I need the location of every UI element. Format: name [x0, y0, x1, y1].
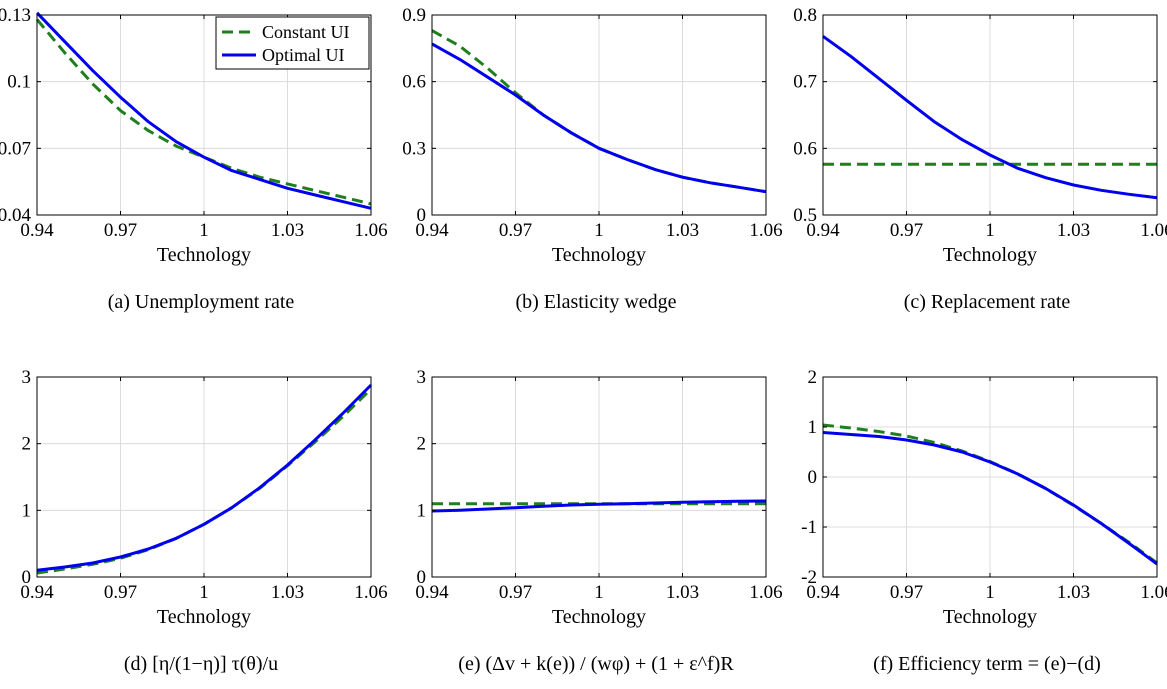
series-line-optimal-ui [431, 42, 767, 194]
panel-caption: (b) Elasticity wedge [515, 291, 676, 313]
x-tick-label: 1 [594, 220, 604, 241]
y-tick-label: 3 [22, 367, 32, 388]
x-tick-label: 0.94 [806, 582, 840, 603]
x-tick-label: 0.97 [499, 220, 532, 241]
x-tick-label: 0.94 [415, 220, 449, 241]
chart-panel-f: 0.94 0.97 1 1.03 1.06 -2 -1 0 1 2 Technology (f) Ef… [801, 367, 1167, 675]
y-tick-label: 0.13 [0, 5, 31, 26]
x-tick-label: 0.97 [890, 582, 923, 603]
legend-label-optimal-ui: Optimal UI [262, 45, 345, 65]
y-tick-label: 0.8 [793, 5, 817, 26]
legend-label-constant-ui: Constant UI [262, 22, 350, 42]
chart-panel-c: 0.94 0.97 1 1.03 1.06 0.5 0.6 0.7 0.8 Technology (… [793, 5, 1167, 313]
x-tick-label: 1.06 [749, 220, 782, 241]
y-tick-label: 0.6 [793, 138, 817, 159]
x-tick-label: 1 [199, 582, 209, 603]
series-line-optimal-ui [822, 431, 1158, 566]
panel-caption: (f) Efficiency term = (e)−(d) [873, 653, 1101, 675]
x-tick-label: 1.03 [271, 220, 304, 241]
x-tick-label: 1.06 [354, 220, 387, 241]
chart-panel-e: 0.94 0.97 1 1.03 1.06 0 1 2 3 Technology (e) (Δv +… [415, 367, 782, 675]
y-tick-label: 0 [417, 567, 427, 588]
y-tick-label: 0.07 [0, 138, 31, 159]
x-tick-label: 0.94 [415, 582, 449, 603]
series-line-optimal-ui [822, 35, 1158, 200]
x-tick-label: 0.97 [104, 582, 137, 603]
x-tick-label: 0.94 [20, 220, 54, 241]
y-tick-label: 0 [808, 467, 818, 488]
y-tick-label: -2 [801, 567, 817, 588]
y-tick-label: 2 [22, 434, 32, 455]
y-tick-label: 1 [417, 500, 427, 521]
x-tick-label: 1.03 [271, 582, 304, 603]
x-tick-label: 0.97 [104, 220, 137, 241]
y-tick-label: 2 [417, 434, 427, 455]
y-tick-label: 1 [808, 417, 818, 438]
series-line-optimal-ui [431, 499, 767, 513]
x-tick-label: 0.94 [806, 220, 840, 241]
x-axis-label: Technology [157, 244, 251, 266]
x-tick-label: 1.03 [1057, 220, 1090, 241]
y-tick-label: -1 [801, 517, 817, 538]
x-axis-label: Technology [552, 606, 646, 628]
x-axis-label: Technology [943, 606, 1037, 628]
x-tick-label: 1 [985, 582, 995, 603]
x-tick-label: 1.03 [1057, 582, 1090, 603]
series-line-constant-ui [35, 18, 372, 206]
panel-caption: (e) (Δv + k(e)) / (wφ) + (1 + ε^f)R [458, 653, 734, 675]
y-tick-label: 0 [22, 567, 32, 588]
x-tick-label: 0.97 [890, 220, 923, 241]
chart-panel-d: 0.94 0.97 1 1.03 1.06 0 1 2 3 Technology (d) [η/(1… [20, 367, 387, 675]
x-tick-label: 1.06 [1140, 582, 1167, 603]
x-tick-label: 0.97 [499, 582, 532, 603]
y-tick-label: 0.04 [0, 205, 32, 226]
y-tick-label: 3 [417, 367, 427, 388]
x-axis-label: Technology [943, 244, 1037, 266]
chart-panel-b: 0.94 0.97 1 1.03 1.06 0 0.3 0.6 0.9 Technology (b)… [402, 5, 782, 313]
panel-caption: (d) [η/(1−η)] τ(θ)/u [124, 653, 278, 675]
x-axis-label: Technology [552, 244, 646, 266]
y-tick-label: 0.5 [793, 205, 817, 226]
x-axis-label: Technology [157, 606, 251, 628]
y-tick-label: 0.7 [793, 72, 817, 93]
y-tick-label: 0.9 [402, 5, 426, 26]
x-tick-label: 1.06 [354, 582, 387, 603]
x-tick-label: 1.06 [1140, 220, 1167, 241]
x-tick-label: 1 [199, 220, 209, 241]
x-tick-label: 1.03 [666, 582, 699, 603]
series-line-optimal-ui [36, 383, 373, 572]
legend: Constant UI Optimal UI [215, 16, 370, 70]
x-tick-label: 0.94 [20, 582, 54, 603]
y-tick-label: 1 [22, 500, 32, 521]
y-tick-label: 0.6 [402, 72, 426, 93]
chart-panel-a: 0.94 0.97 1 1.03 1.06 0.04 0.07 0.1 0.13 Technolo… [0, 5, 388, 313]
panel-caption: (c) Replacement rate [904, 291, 1071, 313]
y-tick-label: 0.1 [7, 72, 31, 93]
x-tick-label: 1.03 [666, 220, 699, 241]
x-tick-label: 1 [985, 220, 995, 241]
y-tick-label: 0.3 [402, 138, 426, 159]
y-tick-label: 0 [417, 205, 427, 226]
panel-caption: (a) Unemployment rate [108, 291, 295, 313]
y-tick-label: 2 [808, 367, 818, 388]
x-tick-label: 1.06 [749, 582, 782, 603]
legend-box [215, 16, 370, 70]
x-tick-label: 1 [594, 582, 604, 603]
series-line-optimal-ui [35, 11, 372, 210]
